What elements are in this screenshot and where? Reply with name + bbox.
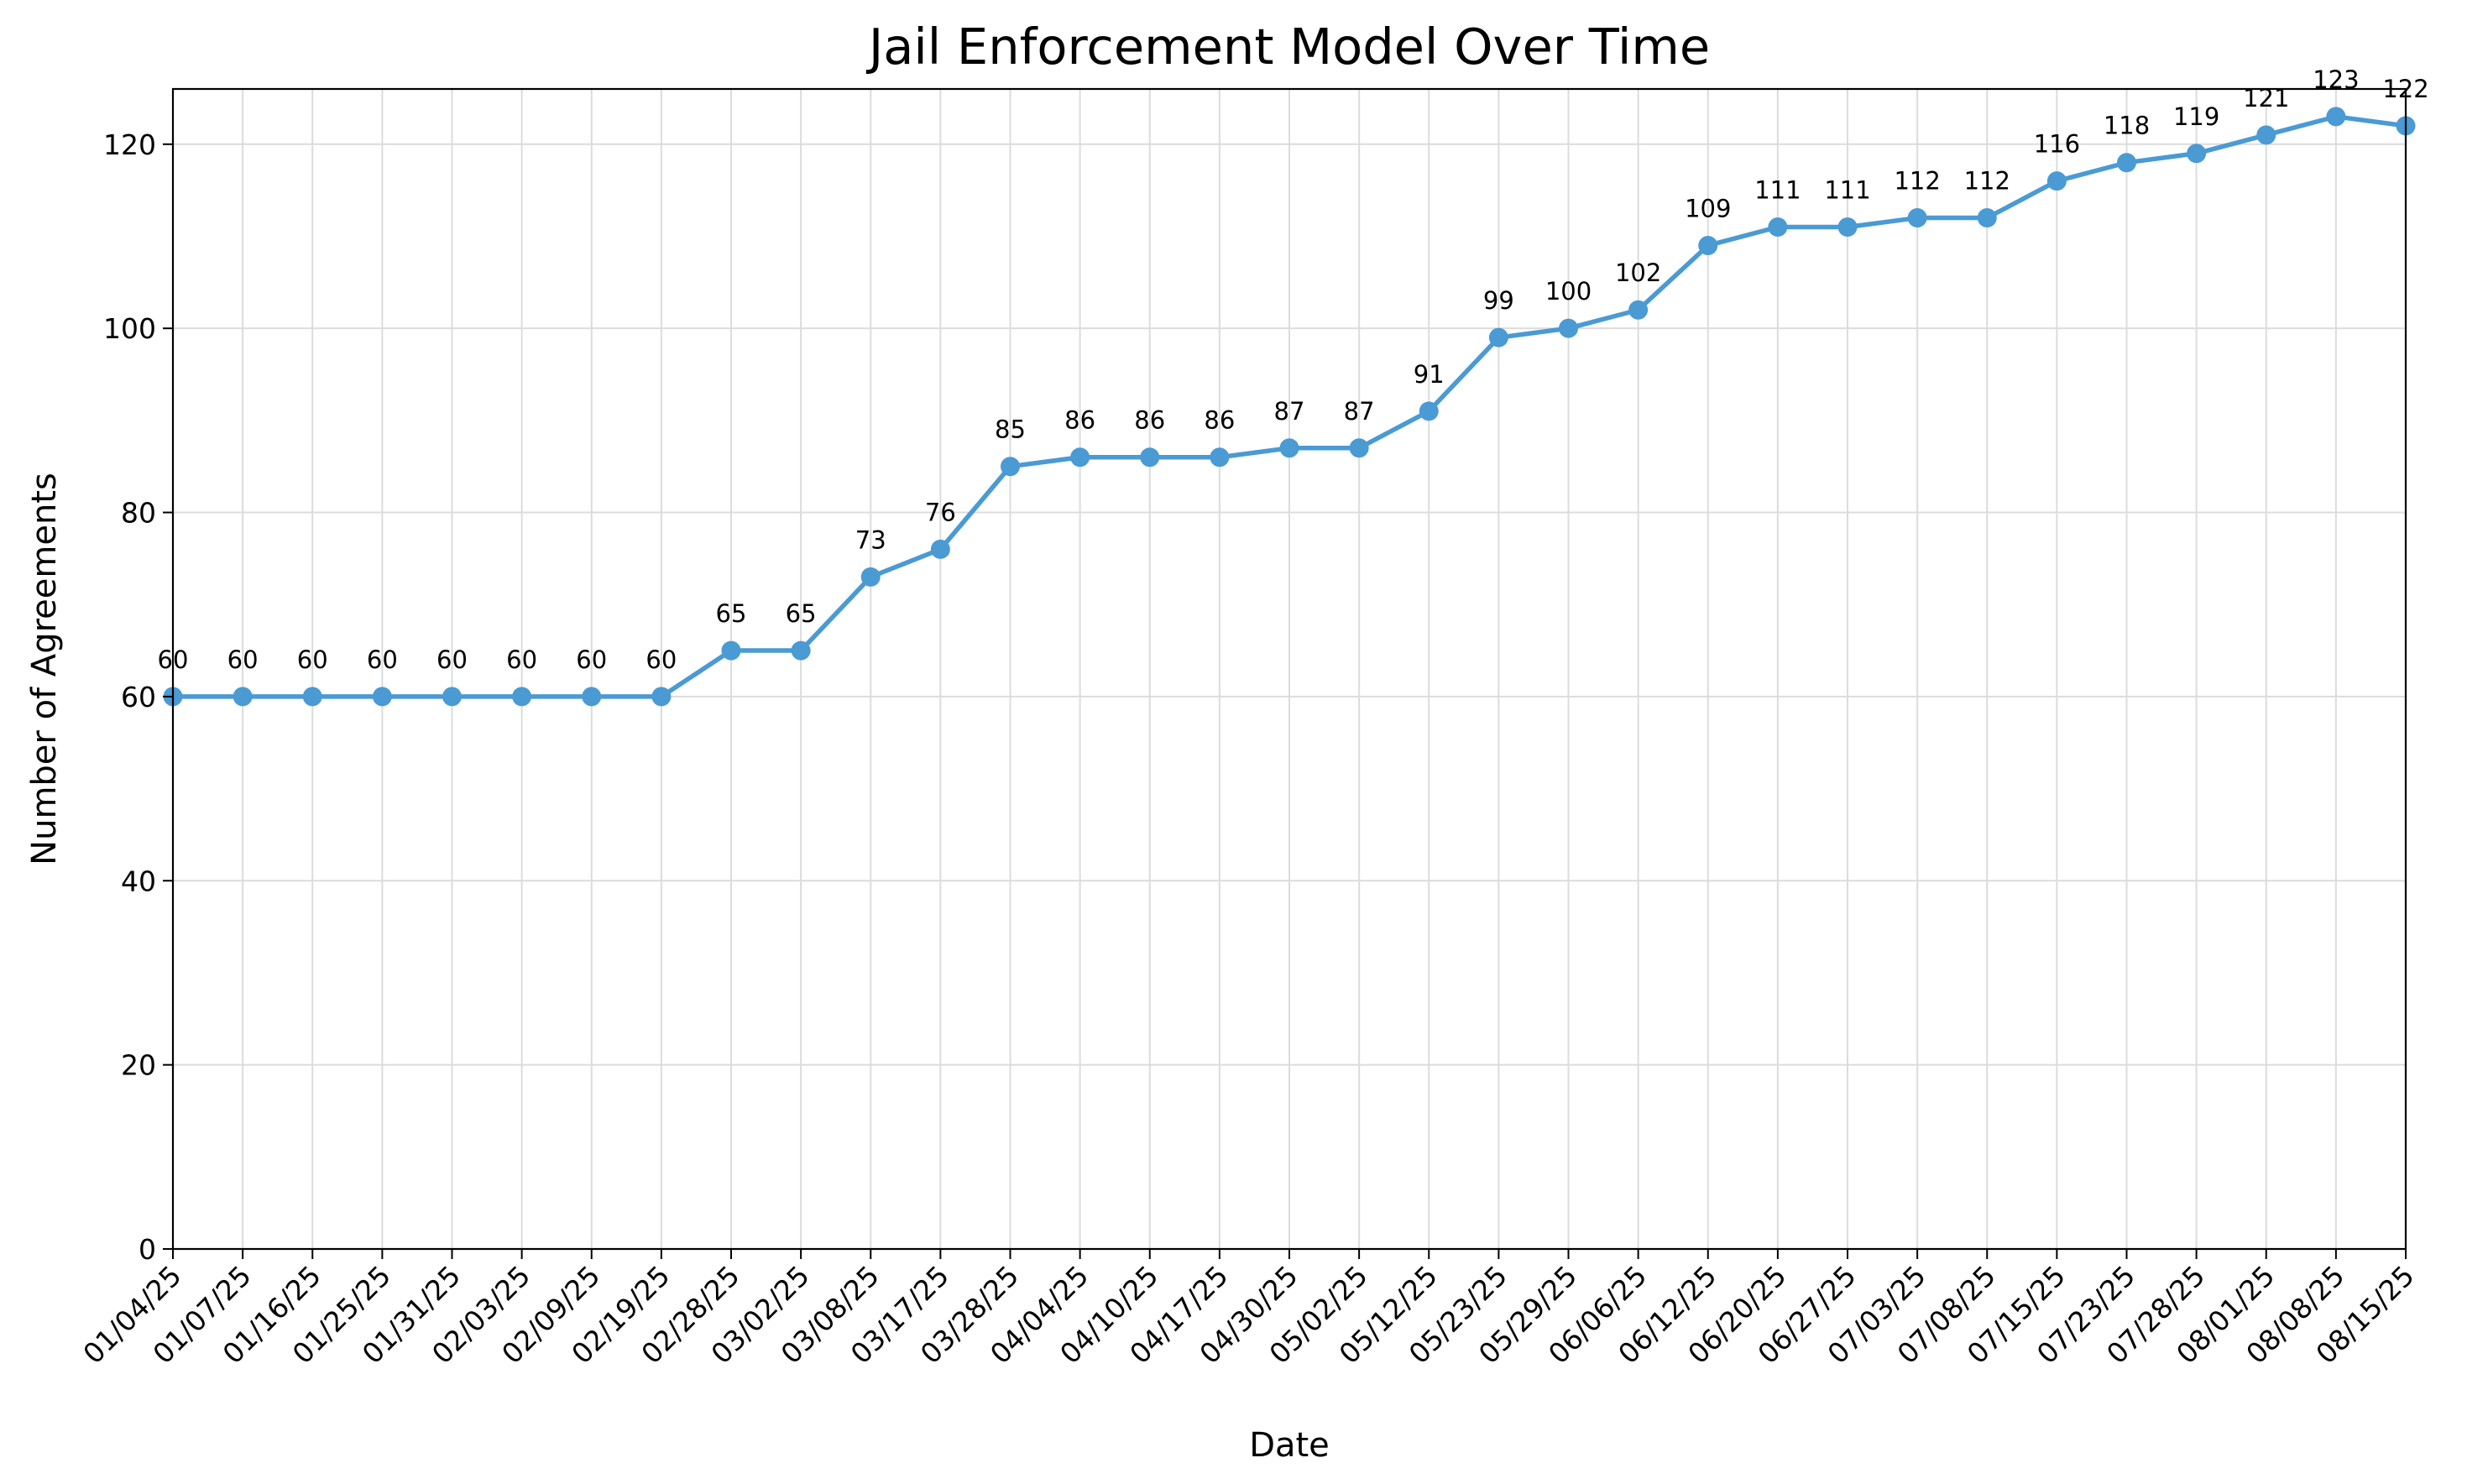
data-point xyxy=(1419,401,1439,421)
y-tick-label: 120 xyxy=(103,128,156,161)
data-point xyxy=(1698,235,1718,255)
data-label: 111 xyxy=(1824,176,1870,205)
data-point xyxy=(2117,153,2136,173)
data-label: 86 xyxy=(1204,406,1235,435)
y-tick-label: 60 xyxy=(121,681,156,713)
data-point xyxy=(860,567,881,587)
y-tick-label: 100 xyxy=(103,312,156,345)
data-point xyxy=(2046,171,2067,191)
data-point xyxy=(1140,447,1160,468)
data-label: 100 xyxy=(1545,277,1592,306)
data-label: 112 xyxy=(1964,167,2010,196)
data-point xyxy=(1210,447,1230,468)
data-label: 60 xyxy=(297,645,328,674)
data-label: 102 xyxy=(1615,259,1661,287)
data-point xyxy=(1488,327,1508,347)
data-label: 76 xyxy=(925,498,956,526)
data-point xyxy=(2256,125,2276,145)
data-point xyxy=(791,640,811,661)
data-point xyxy=(1001,457,1020,477)
data-label: 118 xyxy=(2104,112,2150,140)
data-point xyxy=(2326,107,2346,127)
y-tick-label: 20 xyxy=(121,1049,156,1082)
data-label: 60 xyxy=(436,645,468,674)
data-point xyxy=(582,687,602,707)
data-point xyxy=(2187,144,2207,164)
grid xyxy=(172,89,2407,1250)
data-label: 65 xyxy=(786,599,817,628)
data-point xyxy=(930,539,950,559)
y-axis-ticks: 0 20 40 60 80 100 120 xyxy=(103,128,173,1266)
data-point xyxy=(512,687,532,707)
data-label: 65 xyxy=(716,599,747,628)
data-label: 73 xyxy=(855,525,886,554)
data-label: 99 xyxy=(1483,286,1514,315)
data-label: 86 xyxy=(1134,406,1165,435)
data-label: 116 xyxy=(2034,130,2080,159)
data-point xyxy=(442,687,462,707)
data-point xyxy=(302,687,322,707)
data-point xyxy=(1070,447,1090,468)
data-label: 109 xyxy=(1685,194,1731,222)
x-axis-label: Date xyxy=(1249,1426,1330,1465)
data-point xyxy=(1977,208,1997,228)
data-point xyxy=(372,687,392,707)
data-point xyxy=(651,687,672,707)
data-points xyxy=(163,107,2416,707)
data-label: 60 xyxy=(227,645,259,674)
data-point xyxy=(1279,438,1299,458)
data-point xyxy=(1907,208,1927,228)
data-label: 60 xyxy=(506,645,537,674)
data-label: 91 xyxy=(1414,360,1445,389)
y-axis-label: Number of Agreements xyxy=(25,473,64,865)
data-point xyxy=(1768,217,1788,238)
data-label: 60 xyxy=(576,645,607,674)
data-point xyxy=(1628,300,1649,320)
data-point xyxy=(233,687,253,707)
y-tick-label: 0 xyxy=(139,1233,156,1266)
data-label: 86 xyxy=(1064,406,1095,435)
data-label: 87 xyxy=(1274,397,1305,426)
chart-title: Jail Enforcement Model Over Time xyxy=(865,18,1710,76)
data-label: 87 xyxy=(1344,397,1375,426)
y-tick-label: 40 xyxy=(121,865,156,897)
data-point xyxy=(721,640,741,661)
y-tick-label: 80 xyxy=(121,497,156,530)
data-label: 111 xyxy=(1754,176,1801,205)
data-label: 60 xyxy=(646,645,677,674)
data-point xyxy=(1349,438,1369,458)
data-label: 112 xyxy=(1894,167,1940,196)
data-label: 119 xyxy=(2173,102,2219,131)
x-axis-ticks: 01/04/2501/07/2501/16/2501/25/2501/31/25… xyxy=(76,1249,2421,1370)
data-point xyxy=(1559,318,1578,338)
data-label: 60 xyxy=(367,645,398,674)
data-point xyxy=(1837,217,1858,238)
data-label: 85 xyxy=(995,415,1026,444)
